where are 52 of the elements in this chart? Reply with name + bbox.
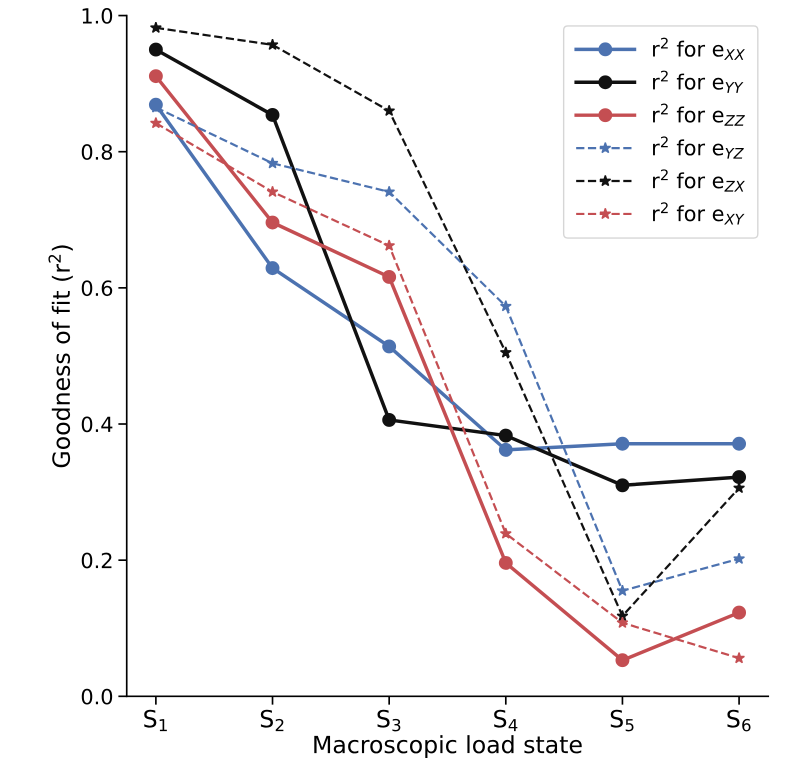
- point: [733, 652, 746, 664]
- legend-label: r$^{2}$ for e$_{XY}$: [653, 202, 745, 224]
- point: [148, 42, 163, 57]
- legend-label: r$^{2}$ for e$_{XX}$: [653, 38, 745, 60]
- point: [498, 428, 513, 443]
- y-tick-label: 0.8: [82, 144, 112, 160]
- legend-label: r$^{2}$ for e$_{ZX}$: [653, 169, 745, 192]
- x-tick-label: S$_{5}$: [610, 710, 634, 732]
- point: [382, 339, 396, 354]
- point: [266, 157, 278, 168]
- x-tick-label: S$_{3}$: [377, 710, 400, 732]
- point: [382, 270, 396, 284]
- legend-label: r$^{2}$ for e$_{ZZ}$: [653, 104, 745, 126]
- point: [498, 556, 513, 570]
- point: [150, 116, 162, 128]
- point: [615, 653, 630, 668]
- point: [266, 38, 278, 50]
- point: [383, 239, 396, 251]
- point: [500, 527, 512, 539]
- point: [383, 186, 396, 198]
- point: [148, 69, 163, 84]
- y-tick-label: 0.4: [82, 416, 112, 432]
- point: [732, 470, 746, 484]
- x-axis-title: Macroscopic load state: [314, 735, 582, 758]
- y-tick-label: 0.6: [82, 280, 112, 296]
- point: [500, 300, 512, 312]
- point: [732, 606, 746, 620]
- point: [500, 346, 512, 358]
- point: [382, 412, 396, 427]
- x-tick-label: S$_{4}$: [494, 710, 518, 732]
- x-tick-label: S$_{1}$: [144, 710, 167, 732]
- y-axis-title: Goodness of fit (r$^{2}$): [48, 245, 73, 468]
- point: [266, 261, 280, 276]
- point: [150, 22, 162, 34]
- point: [732, 436, 746, 451]
- legend-label: r$^{2}$ for e$_{YZ}$: [653, 136, 744, 159]
- point: [615, 436, 630, 451]
- point: [498, 442, 513, 457]
- point: [266, 108, 280, 122]
- point: [733, 552, 746, 564]
- y-tick-label: 1.0: [82, 8, 112, 24]
- y-tick-label: 0.2: [82, 552, 112, 568]
- y-tick-label: 0.0: [82, 688, 112, 705]
- x-tick-label: S$_{6}$: [727, 710, 751, 732]
- point: [266, 216, 280, 230]
- legend-label: r$^{2}$ for e$_{YY}$: [653, 70, 744, 93]
- point: [616, 616, 628, 628]
- point: [383, 104, 396, 116]
- point: [616, 584, 628, 596]
- point: [266, 186, 278, 198]
- x-tick-label: S$_{2}$: [260, 710, 284, 732]
- point: [615, 478, 630, 492]
